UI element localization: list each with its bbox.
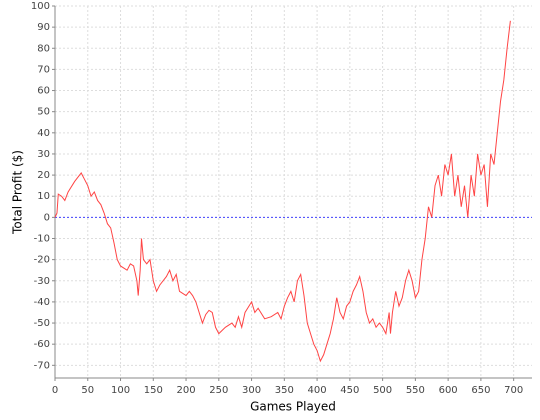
x-tick-label: 150 — [144, 385, 163, 396]
x-tick-label: 600 — [439, 385, 458, 396]
y-tick-label: 20 — [37, 170, 50, 181]
y-tick-label: 80 — [37, 43, 50, 54]
x-tick-label: 300 — [242, 385, 261, 396]
x-tick-label: 650 — [471, 385, 490, 396]
y-tick-label: -60 — [34, 339, 50, 350]
x-tick-label: 100 — [111, 385, 130, 396]
x-tick-label: 200 — [176, 385, 195, 396]
profit-line — [54, 20, 511, 363]
x-tick-label: 700 — [504, 385, 523, 396]
x-tick-label: 250 — [209, 385, 228, 396]
y-axis-label: Total Profit ($) — [11, 150, 25, 235]
x-axis-label: Games Played — [250, 400, 336, 414]
x-tick-label: 400 — [308, 385, 327, 396]
x-tick-label: 0 — [52, 385, 58, 396]
y-tick-label: 10 — [37, 191, 50, 202]
y-tick-label: -30 — [34, 276, 50, 287]
y-tick-label: 50 — [37, 107, 50, 118]
y-tick-label: 60 — [37, 86, 50, 97]
y-tick-label: -20 — [34, 255, 50, 266]
y-tick-label: 30 — [37, 149, 50, 160]
x-tick-label: 550 — [406, 385, 425, 396]
x-tick-label: 50 — [81, 385, 94, 396]
y-tick-label: 100 — [31, 1, 50, 12]
y-tick-label: -70 — [34, 360, 50, 371]
y-tick-label: 90 — [37, 22, 50, 33]
y-tick-label: 70 — [37, 64, 50, 75]
x-tick-label: 450 — [340, 385, 359, 396]
x-tick-label: 350 — [275, 385, 294, 396]
y-tick-label: 0 — [44, 212, 50, 223]
plot-area — [55, 6, 532, 378]
y-tick-label: -10 — [34, 234, 50, 245]
y-tick-label: -50 — [34, 318, 50, 329]
y-tick-label: 40 — [37, 128, 50, 139]
x-tick-label: 500 — [373, 385, 392, 396]
y-tick-label: -40 — [34, 297, 50, 308]
